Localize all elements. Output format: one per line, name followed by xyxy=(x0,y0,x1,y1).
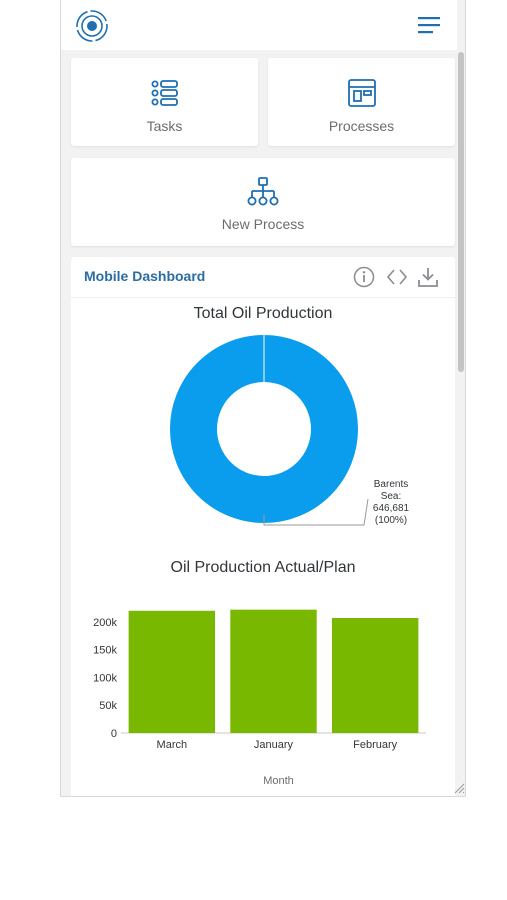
y-tick-label: 0 xyxy=(111,728,117,740)
dashboard-title: Mobile Dashboard xyxy=(84,268,206,284)
donut-chart-title: Total Oil Production xyxy=(193,305,333,322)
bar-2 xyxy=(331,618,419,733)
bar-0 xyxy=(128,610,216,733)
dashboard-header: Mobile Dashboard xyxy=(71,257,455,298)
bar-1 xyxy=(230,609,317,733)
download-icon[interactable] xyxy=(417,266,439,288)
processes-icon xyxy=(347,79,376,107)
info-icon[interactable] xyxy=(353,266,375,288)
donut-data-label: Barents xyxy=(374,479,408,490)
donut-data-label: Sea: xyxy=(381,491,402,502)
hamburger-menu-icon[interactable] xyxy=(417,14,443,36)
y-tick-label: 200k xyxy=(93,617,117,629)
processes-tile[interactable]: Processes xyxy=(268,58,455,146)
x-tick-label: February xyxy=(353,739,398,751)
mobile-dashboard-card: Mobile Dashboard Total Oil Production Ba… xyxy=(71,257,455,796)
bar-chart: 0 50k 100k 150k 200k March January February Mont… xyxy=(93,609,426,787)
code-icon[interactable] xyxy=(386,266,408,288)
donut-data-label: (100%) xyxy=(375,515,407,526)
resize-handle-icon[interactable] xyxy=(453,782,465,794)
task-list-icon xyxy=(151,80,178,106)
new-process-label: New Process xyxy=(221,216,305,232)
bar-chart-title: Oil Production Actual/Plan xyxy=(170,559,356,576)
processes-label: Processes xyxy=(328,118,395,134)
y-tick-label: 150k xyxy=(93,645,117,657)
x-tick-label: March xyxy=(157,739,188,751)
x-tick-label: January xyxy=(254,739,294,751)
scrollbar-thumb[interactable] xyxy=(458,52,464,372)
tasks-tile[interactable]: Tasks xyxy=(71,58,258,146)
mobile-app-frame: Tasks Processes xyxy=(60,0,466,797)
new-process-tile[interactable]: New Process xyxy=(71,158,455,246)
y-tick-label: 50k xyxy=(99,700,117,712)
y-tick-label: 100k xyxy=(93,672,117,684)
app-logo-icon[interactable] xyxy=(75,9,109,43)
scrollbar-track xyxy=(457,50,465,796)
org-chart-icon xyxy=(247,177,279,206)
donut-leader-line xyxy=(263,498,369,526)
tasks-label: Tasks xyxy=(146,118,183,134)
top-bar xyxy=(61,0,457,50)
x-axis-label: Month xyxy=(263,775,294,787)
donut-data-label: 646,681 xyxy=(373,503,410,514)
